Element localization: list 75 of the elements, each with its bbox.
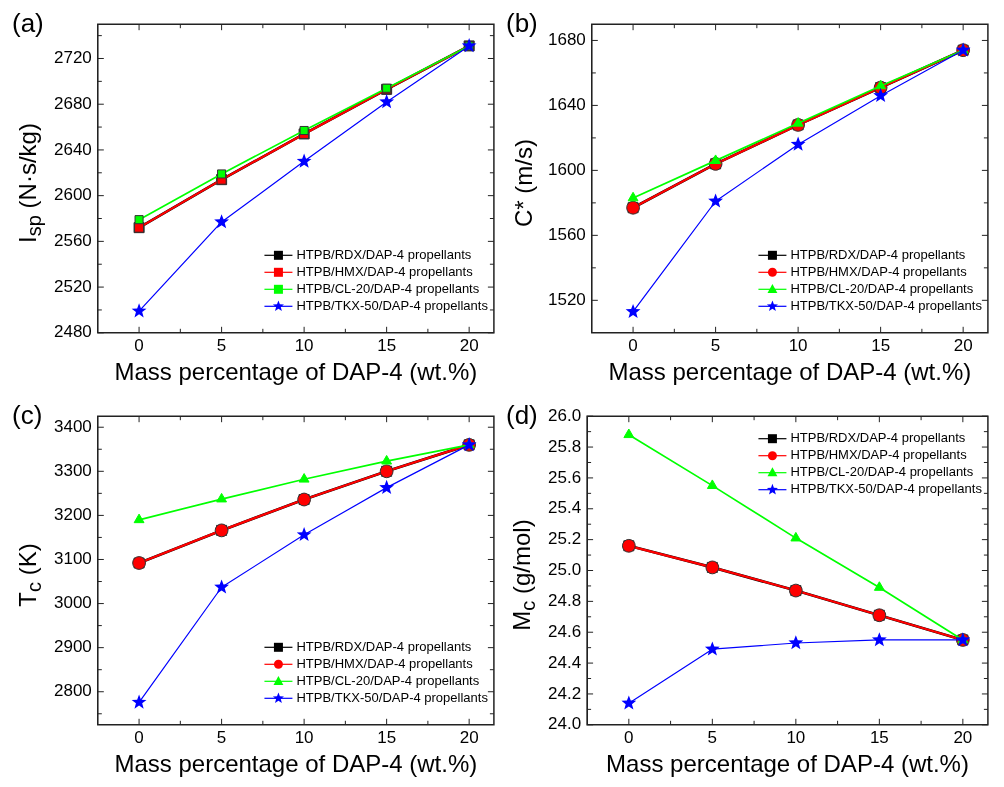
y-tick-label: 2720: [53, 48, 92, 68]
text: (c): [12, 400, 43, 431]
y-tick-label: 25.0: [547, 560, 582, 580]
legend-label: HTPB/TKX-50/DAP-4 propellants: [296, 689, 489, 705]
x-tick-label: 20: [459, 727, 479, 747]
legend-label: HTPB/RDX/DAP-4 propellants: [790, 430, 966, 446]
y-tick-label: 25.4: [547, 498, 582, 518]
y-tick-label: 2560: [53, 231, 92, 251]
x-tick-label: 5: [216, 727, 227, 747]
x-tick-label: 10: [788, 335, 808, 355]
legend-label: HTPB/TKX-50/DAP-4 propellants: [296, 297, 489, 313]
y-axis-title: C* (m/s): [510, 139, 538, 227]
x-axis-title: Mass percentage of DAP-4 (wt.%): [608, 358, 972, 386]
x-tick-label: 20: [459, 335, 479, 355]
y-tick-label: 2520: [53, 276, 92, 296]
legend-label: HTPB/CL-20/DAP-4 propellants: [296, 672, 480, 688]
x-tick-label: 5: [710, 335, 721, 355]
text: (a): [12, 8, 44, 39]
legend-label: HTPB/TKX-50/DAP-4 propellants: [790, 297, 983, 313]
y-tick-label: 2900: [53, 637, 92, 657]
x-tick-label: 10: [294, 727, 314, 747]
y-tick-label: 3400: [53, 416, 92, 436]
y-tick-label: 26.0: [547, 405, 582, 425]
x-tick-label: 5: [216, 335, 227, 355]
y-tick-label: 2800: [53, 681, 92, 701]
legend-label: HTPB/CL-20/DAP-4 propellants: [790, 280, 974, 296]
x-tick-label: 15: [869, 727, 889, 747]
x-axis-title: Mass percentage of DAP-4 (wt.%): [114, 750, 478, 778]
legend-label: HTPB/HMX/DAP-4 propellants: [790, 447, 968, 463]
y-tick-label: 3200: [53, 505, 92, 525]
x-tick-label: 5: [707, 727, 718, 747]
y-tick-label: 1600: [547, 160, 586, 180]
x-tick-label: 10: [294, 335, 314, 355]
legend-label: HTPB/RDX/DAP-4 propellants: [296, 246, 472, 262]
x-tick-label: 0: [628, 335, 638, 355]
text: (b): [506, 8, 538, 39]
legend-label: HTPB/RDX/DAP-4 propellants: [790, 246, 966, 262]
x-tick-label: 15: [377, 335, 397, 355]
y-tick-label: 25.2: [547, 529, 582, 549]
y-tick-label: 1560: [547, 225, 586, 245]
x-tick-label: 15: [377, 727, 397, 747]
y-tick-label: 25.6: [547, 467, 582, 487]
legend-label: HTPB/RDX/DAP-4 propellants: [296, 638, 472, 654]
x-tick-label: 0: [134, 727, 144, 747]
legend-label: HTPB/HMX/DAP-4 propellants: [790, 263, 968, 279]
y-tick-label: 2480: [53, 322, 92, 342]
legend-label: HTPB/TKX-50/DAP-4 propellants: [790, 481, 983, 497]
x-tick-label: 0: [134, 335, 144, 355]
x-axis-title: Mass percentage of DAP-4 (wt.%): [606, 750, 969, 778]
y-tick-label: 24.6: [547, 621, 582, 641]
y-tick-label: 2680: [53, 93, 92, 113]
y-tick-label: 2600: [53, 185, 92, 205]
x-tick-label: 10: [786, 727, 806, 747]
text: (d): [506, 400, 538, 431]
y-tick-label: 24.2: [547, 683, 582, 703]
y-tick-label: 3100: [53, 549, 92, 569]
y-tick-label: 3300: [53, 460, 92, 480]
x-axis-title: Mass percentage of DAP-4 (wt.%): [114, 358, 478, 386]
legend-label: HTPB/CL-20/DAP-4 propellants: [296, 280, 480, 296]
x-tick-label: 20: [953, 727, 973, 747]
y-tick-label: 3000: [53, 593, 92, 613]
legend-label: HTPB/HMX/DAP-4 propellants: [296, 263, 474, 279]
y-tick-label: 1640: [547, 95, 586, 115]
legend-label: HTPB/HMX/DAP-4 propellants: [296, 655, 474, 671]
y-tick-label: 24.0: [547, 714, 582, 734]
y-tick-label: 1680: [547, 30, 586, 50]
y-tick-label: 2640: [53, 139, 92, 159]
y-tick-label: 1520: [547, 290, 586, 309]
y-tick-label: 24.4: [547, 652, 582, 672]
x-tick-label: 15: [871, 335, 891, 355]
y-tick-label: 24.8: [547, 591, 582, 611]
x-tick-label: 0: [624, 727, 634, 747]
y-tick-label: 25.8: [547, 436, 582, 456]
legend-label: HTPB/CL-20/DAP-4 propellants: [790, 464, 974, 480]
x-tick-label: 20: [953, 335, 973, 355]
